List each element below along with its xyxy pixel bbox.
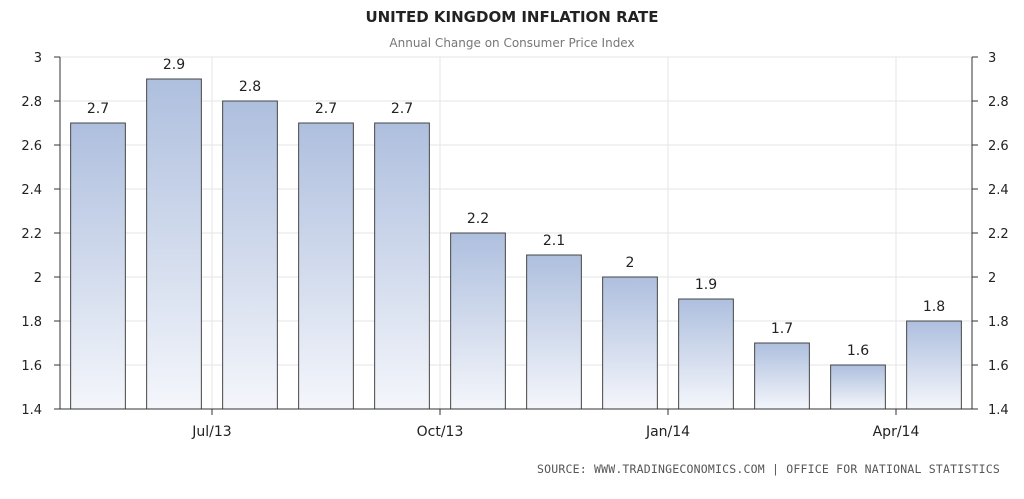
y-tick-label-left: 2 xyxy=(34,271,42,286)
y-tick-label-right: 1.4 xyxy=(988,403,1009,418)
y-tick-label-right: 3 xyxy=(988,51,996,66)
y-tick-label-right: 2.6 xyxy=(988,139,1009,154)
bar xyxy=(678,298,734,410)
y-tick-label-right: 1.8 xyxy=(988,315,1009,330)
bar xyxy=(70,122,126,410)
x-tick-label: Apr/14 xyxy=(873,424,920,440)
bar xyxy=(450,232,506,410)
data-label: 2.1 xyxy=(543,233,565,249)
bar xyxy=(374,122,430,410)
x-tick-label: Jul/13 xyxy=(191,424,231,440)
y-tick-label-right: 2.2 xyxy=(988,227,1009,242)
x-tick-label: Oct/13 xyxy=(417,424,464,440)
data-label: 2.2 xyxy=(467,211,489,227)
y-tick-label-left: 1.8 xyxy=(21,315,42,330)
chart-subtitle: Annual Change on Consumer Price Index xyxy=(389,36,635,50)
y-tick-label-left: 2.8 xyxy=(21,95,42,110)
data-label: 2.7 xyxy=(391,101,413,117)
y-tick-label-left: 2.4 xyxy=(21,183,42,198)
chart-source: SOURCE: WWW.TRADINGECONOMICS.COM | OFFIC… xyxy=(536,462,1000,476)
data-label: 1.9 xyxy=(695,277,717,293)
bar xyxy=(298,122,354,410)
bar xyxy=(754,342,810,410)
chart-title: UNITED KINGDOM INFLATION RATE xyxy=(365,8,659,26)
data-label: 2.8 xyxy=(239,79,261,95)
y-tick-label-right: 2 xyxy=(988,271,996,286)
y-tick-label-left: 1.6 xyxy=(21,359,42,374)
y-tick-label-left: 3 xyxy=(34,51,42,66)
bar xyxy=(526,254,582,410)
bar xyxy=(602,276,658,410)
data-label: 2.7 xyxy=(315,101,337,117)
data-label: 1.8 xyxy=(923,299,945,315)
y-tick-label-left: 2.6 xyxy=(21,139,42,154)
data-label: 2 xyxy=(626,255,635,271)
x-tick-label: Jan/14 xyxy=(645,424,690,440)
data-label: 2.9 xyxy=(163,57,185,73)
data-label: 1.7 xyxy=(771,321,793,337)
y-tick-label-right: 2.4 xyxy=(988,183,1009,198)
y-tick-label-right: 1.6 xyxy=(988,359,1009,374)
bar xyxy=(830,364,886,410)
bar xyxy=(222,100,278,410)
bar xyxy=(906,320,962,410)
data-label: 1.6 xyxy=(847,343,869,359)
data-label: 2.7 xyxy=(87,101,109,117)
bar xyxy=(146,78,202,410)
y-tick-label-left: 2.2 xyxy=(21,227,42,242)
y-tick-label-right: 2.8 xyxy=(988,95,1009,110)
y-tick-label-left: 1.4 xyxy=(21,403,42,418)
